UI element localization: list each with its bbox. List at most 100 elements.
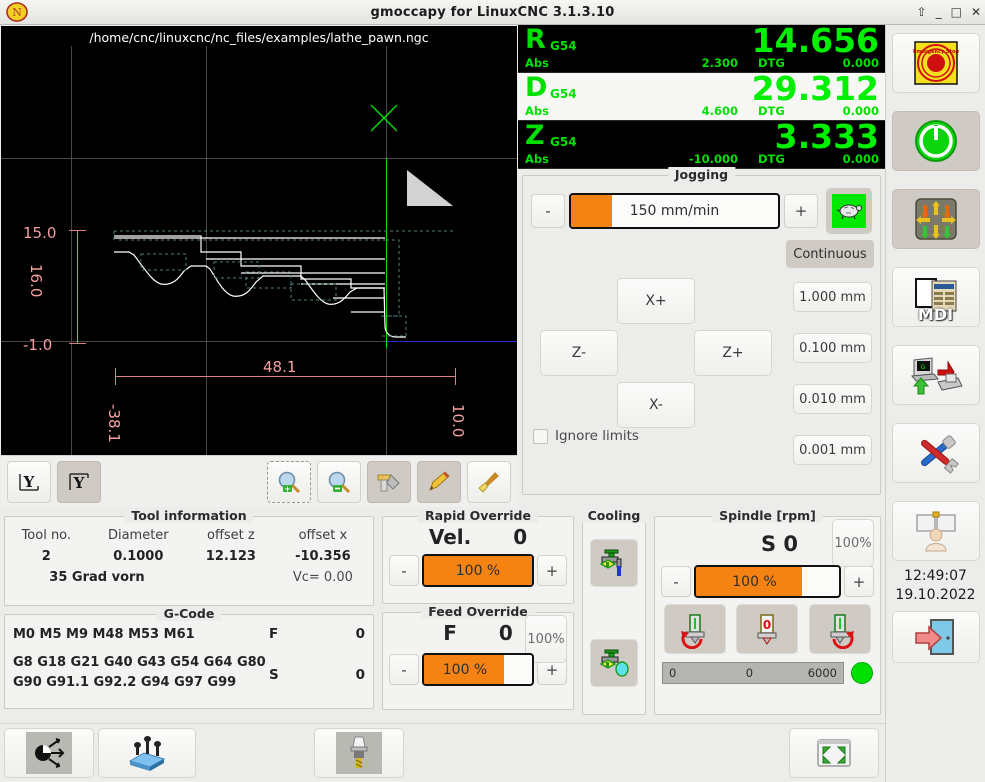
dro-dtg-value: 0.000 <box>842 104 879 118</box>
feed-override-slider[interactable]: 100 % <box>422 653 534 686</box>
dro-row-z[interactable]: Z G54 3.333 Abs -10.000 DTG 0.000 <box>518 118 885 169</box>
mist-coolant-button[interactable] <box>590 639 638 687</box>
gcode-preview-canvas[interactable]: /home/cnc/linuxcnc/nc_files/examples/lat… <box>1 26 517 455</box>
cooling-title: Cooling <box>580 508 648 523</box>
spindle-stop-button[interactable]: 0 <box>736 604 799 654</box>
view-y-button[interactable]: Y <box>7 460 51 503</box>
auto-mode-button[interactable]: G <box>891 345 980 405</box>
table-header-row: Tool no. Diameter offset z offset x <box>5 525 373 546</box>
zoom-out-button[interactable] <box>317 460 361 503</box>
spindle-at-speed-led <box>851 662 873 684</box>
active-g-codes-line1: G8 G18 G21 G40 G43 G54 G64 G80 <box>13 655 266 671</box>
dim-x-right: 10.0 <box>449 404 467 438</box>
edit-program-button[interactable] <box>417 460 461 503</box>
exit-button[interactable] <box>891 610 980 663</box>
value-offset-z: 12.123 <box>205 549 256 564</box>
flood-coolant-button[interactable] <box>590 539 638 587</box>
jog-increment-1mm-button[interactable]: 1.000 mm <box>793 282 872 312</box>
dro-position-value: 14.656 <box>751 21 879 60</box>
jogging-panel: Jogging - 150 mm/min + <box>522 167 881 495</box>
spindle-ccw-button[interactable] <box>663 604 726 654</box>
settings-button[interactable] <box>891 423 980 483</box>
jog-x-plus-button[interactable]: X+ <box>617 278 695 324</box>
feed-override-title: Feed Override <box>421 604 535 619</box>
view-y2-button[interactable]: Y <box>57 460 101 503</box>
touch-off-icon <box>128 736 166 771</box>
estop-button[interactable]: Emergency Stop <box>891 33 980 93</box>
grid-line-vertical <box>71 46 72 455</box>
active-m-codes: M0 M5 M9 M48 M53 M61 <box>13 627 195 642</box>
table-row: 2 0.1000 12.123 -10.356 <box>5 546 373 567</box>
rapid-minus-button[interactable]: - <box>389 555 419 586</box>
tool-change-button[interactable] <box>314 728 404 778</box>
emergency-stop-icon: Emergency Stop <box>913 41 959 85</box>
touch-off-button[interactable] <box>98 728 196 778</box>
ignore-limits-checkbox[interactable] <box>533 428 548 444</box>
jog-x-minus-button[interactable]: X- <box>617 382 695 428</box>
maximize-button[interactable]: □ <box>950 5 962 19</box>
jog-mode-continuous-button[interactable]: Continuous <box>786 240 874 268</box>
jog-z-plus-button[interactable]: Z+ <box>694 330 772 376</box>
show-dimensions-button[interactable] <box>367 460 411 503</box>
spindle-ccw-icon <box>680 614 705 649</box>
spindle-override-slider[interactable]: 100 % <box>694 565 841 598</box>
jog-slow-toggle-button[interactable] <box>826 188 872 234</box>
active-g-codes-line2: G90 G91.1 G92.2 G94 G97 G99 <box>13 675 237 691</box>
window-controls: ⇧ _ □ ✕ <box>917 6 981 18</box>
spindle-override-reset-button[interactable]: 100% <box>832 519 874 567</box>
loaded-file-path: /home/cnc/linuxcnc/nc_files/examples/lat… <box>89 30 429 45</box>
cooling-panel: Cooling <box>580 508 648 715</box>
dim-y-line <box>77 230 78 344</box>
tool-information-panel: Tool information Tool no. Diameter offse… <box>4 508 374 606</box>
dro-row-r[interactable]: R G54 14.656 Abs 2.300 DTG 0.000 <box>518 21 885 73</box>
header-offset-z: offset z <box>207 528 255 543</box>
jog-z-minus-button[interactable]: Z- <box>540 330 618 376</box>
dro-axis-letter: R <box>525 24 546 55</box>
dro-row-d[interactable]: D G54 29.312 Abs 4.600 DTG 0.000 <box>518 70 885 121</box>
zoom-in-button[interactable]: + <box>267 460 311 503</box>
spindle-cw-button[interactable] <box>809 604 872 654</box>
svg-text:0: 0 <box>763 618 771 632</box>
fullscreen-button[interactable] <box>789 728 879 778</box>
svg-text:Emergency Stop: Emergency Stop <box>913 49 959 55</box>
spindle-minus-button[interactable]: - <box>661 566 691 597</box>
grid-line-vertical <box>206 46 207 455</box>
preview-toolbar: Y Y + <box>1 455 517 507</box>
minimize-button[interactable]: _ <box>935 5 942 19</box>
rapid-override-slider[interactable]: 100 % <box>422 554 534 587</box>
mist-faucet-icon <box>599 649 629 677</box>
dro-g5x-label: G54 <box>550 135 577 149</box>
home-all-button[interactable] <box>4 728 94 778</box>
jog-speed-slider[interactable]: 150 mm/min <box>569 193 780 229</box>
tool-information-title: Tool information <box>124 508 254 523</box>
jog-increment-0010mm-button[interactable]: 0.010 mm <box>793 384 872 414</box>
manual-jog-icon <box>914 198 957 240</box>
machine-power-button[interactable] <box>891 111 980 171</box>
dro-dtg-label: DTG <box>758 104 785 118</box>
spindle-meter-current: 0 <box>745 666 754 680</box>
dim-y-top: 15.0 <box>23 224 57 242</box>
jog-increment-0001mm-button[interactable]: 0.001 mm <box>793 435 872 465</box>
tool-description: 35 Grad vorn <box>49 570 145 585</box>
spindle-title: Spindle [rpm] <box>712 508 823 523</box>
feed-minus-button[interactable]: - <box>389 654 419 685</box>
shade-button[interactable]: ⇧ <box>916 5 927 19</box>
pencil-icon <box>429 470 450 491</box>
dro-abs-value: 4.600 <box>701 104 738 118</box>
dro-axis-letter: Z <box>525 120 545 151</box>
spindle-plus-button[interactable]: + <box>844 566 874 597</box>
close-button[interactable]: ✕ <box>970 5 981 19</box>
dro-dtg-label: DTG <box>758 56 785 70</box>
toolpath-geometry <box>113 230 456 338</box>
jog-increment-0100mm-button[interactable]: 0.100 mm <box>793 333 872 363</box>
jog-speed-plus-button[interactable]: + <box>784 194 818 228</box>
manual-mode-button[interactable] <box>891 189 980 249</box>
clear-plot-button[interactable] <box>467 460 511 503</box>
dim-y-bottom: -1.0 <box>23 336 53 354</box>
user-tabs-button[interactable] <box>891 501 980 561</box>
tool-information-table: Tool no. Diameter offset z offset x 2 0.… <box>5 525 373 588</box>
jog-speed-minus-button[interactable]: - <box>531 194 565 228</box>
mdi-mode-button[interactable]: MDI <box>891 267 980 327</box>
ignore-limits-row[interactable]: Ignore limits <box>533 428 639 444</box>
rapid-plus-button[interactable]: + <box>537 555 567 586</box>
